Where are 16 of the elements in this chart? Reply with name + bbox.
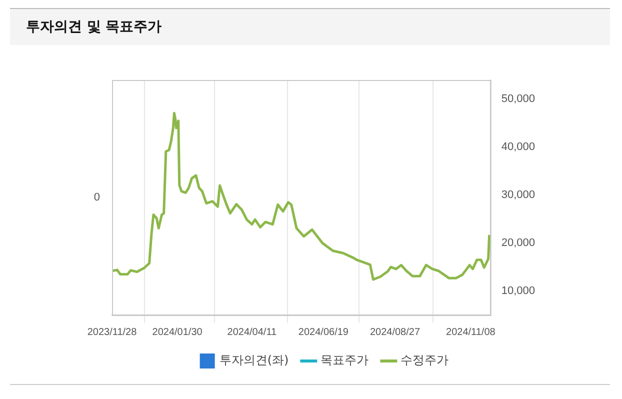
x-tick-label: 2024/11/08 [446,326,496,338]
text: 0 [94,192,100,204]
legend-label: 목표주가 [320,353,369,368]
x-tick-label: 2023/11/28 [87,326,138,338]
y2-tick-label: 50,000 [501,93,536,106]
y2-tick-label: 10,000 [501,285,536,298]
y2-tick-label: 20,000 [501,237,536,250]
x-tick-label: 2024/04/11 [227,326,278,338]
y2-tick-label: 30,000 [501,189,536,202]
legend-label: 투자의견(좌) [219,353,289,368]
legend-label: 수정주가 [400,353,449,368]
x-tick-label: 2024/06/19 [298,326,349,338]
x-tick-label: 2024/01/30 [152,326,203,338]
chart-title: 투자의견 및 목표주가 [26,18,162,36]
y2-tick-label: 40,000 [501,141,536,154]
x-tick-label: 2024/08/27 [370,326,420,338]
